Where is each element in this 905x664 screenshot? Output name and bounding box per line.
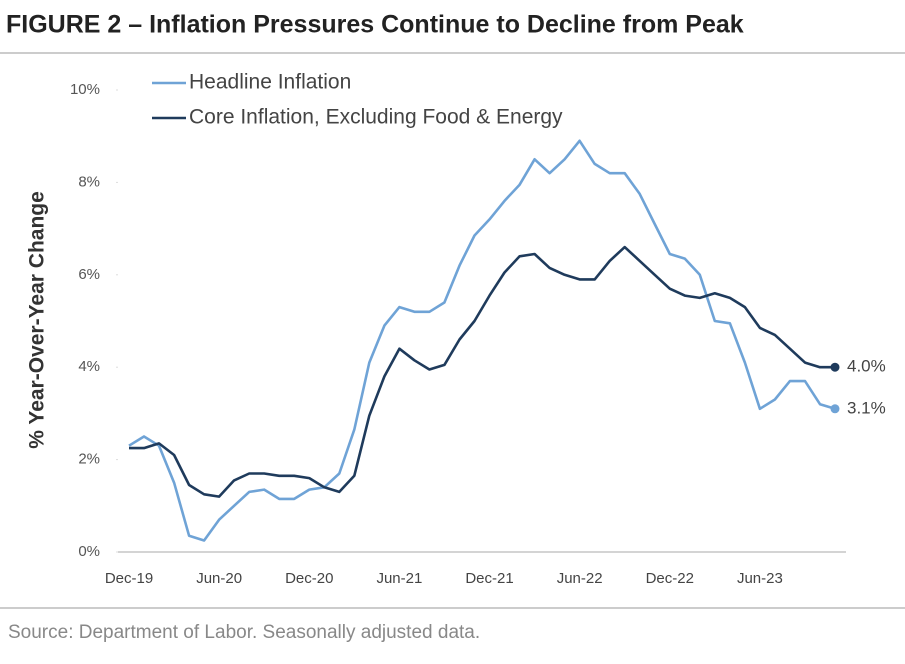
line (128, 139, 836, 542)
y-axis-label: % Year-Over-Year Change (26, 191, 49, 449)
x-tick-label: Jun-21 (376, 570, 422, 587)
end-marker (830, 404, 840, 414)
x-tick-label: Jun-20 (196, 570, 242, 587)
x-tick-label: Dec-22 (646, 570, 694, 587)
x-tick-label: Jun-23 (737, 570, 783, 587)
x-tick-label: Dec-20 (285, 570, 333, 587)
legend-label: Headline Inflation (189, 71, 351, 94)
y-tick-label: 2% (78, 451, 100, 468)
x-tick-label: Dec-19 (105, 570, 153, 587)
x-tick-label: Dec-21 (465, 570, 513, 587)
chart-title: FIGURE 2 – Inflation Pressures Continue … (6, 11, 744, 39)
y-tick-label: 4% (78, 358, 100, 375)
end-label: 3.1% (847, 398, 886, 417)
y-tick-label: 6% (78, 266, 100, 283)
source: Source: Department of Labor. Seasonally … (8, 622, 480, 643)
y-tick-label: 10% (70, 81, 100, 98)
y-tick-label: 8% (78, 173, 100, 190)
y-tick-label: 0% (78, 543, 100, 560)
end-label: 4.0% (847, 357, 886, 376)
x-tick-label: Jun-22 (557, 570, 603, 587)
legend-label: Core Inflation, Excluding Food & Energy (189, 106, 563, 129)
line (129, 245, 835, 498)
end-marker (830, 362, 840, 372)
